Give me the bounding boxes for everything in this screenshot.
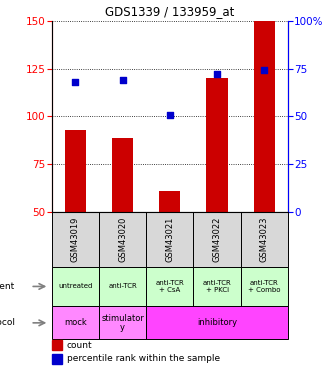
Title: GDS1339 / 133959_at: GDS1339 / 133959_at: [105, 5, 234, 18]
Bar: [193, 212, 241, 267]
Bar: [241, 267, 288, 306]
Bar: [99, 267, 146, 306]
Bar: [99, 212, 146, 267]
Text: agent: agent: [0, 282, 15, 291]
Text: GSM43019: GSM43019: [71, 217, 80, 262]
Bar: [52, 267, 99, 306]
Point: [73, 79, 78, 85]
Text: count: count: [67, 341, 93, 350]
Bar: [112, 138, 133, 212]
Text: GSM43021: GSM43021: [165, 217, 174, 262]
Text: mock: mock: [64, 318, 87, 327]
Bar: [99, 306, 146, 339]
Bar: [206, 78, 228, 212]
Bar: [254, 21, 275, 212]
Text: anti-TCR
+ PKCi: anti-TCR + PKCi: [203, 280, 231, 292]
Bar: [52, 340, 62, 350]
Bar: [52, 212, 99, 267]
Text: stimulator
y: stimulator y: [101, 314, 144, 332]
Text: GSM43020: GSM43020: [118, 217, 127, 262]
Point: [167, 111, 172, 117]
Bar: [146, 212, 193, 267]
Bar: [241, 212, 288, 267]
Text: percentile rank within the sample: percentile rank within the sample: [67, 354, 220, 363]
Text: anti-TCR
+ Combo: anti-TCR + Combo: [248, 280, 281, 292]
Point: [262, 68, 267, 74]
Text: inhibitory: inhibitory: [197, 318, 237, 327]
Text: GSM43022: GSM43022: [212, 217, 222, 262]
Bar: [193, 267, 241, 306]
Bar: [65, 130, 86, 212]
Text: untreated: untreated: [58, 284, 93, 290]
Bar: [146, 267, 193, 306]
Text: protocol: protocol: [0, 318, 15, 327]
Text: anti-TCR: anti-TCR: [108, 284, 137, 290]
Text: GSM43023: GSM43023: [260, 217, 269, 262]
Text: anti-TCR
+ CsA: anti-TCR + CsA: [156, 280, 184, 292]
Bar: [52, 306, 99, 339]
Bar: [159, 191, 180, 212]
Bar: [146, 306, 288, 339]
Point: [120, 77, 125, 83]
Point: [214, 71, 220, 77]
Bar: [52, 354, 62, 364]
